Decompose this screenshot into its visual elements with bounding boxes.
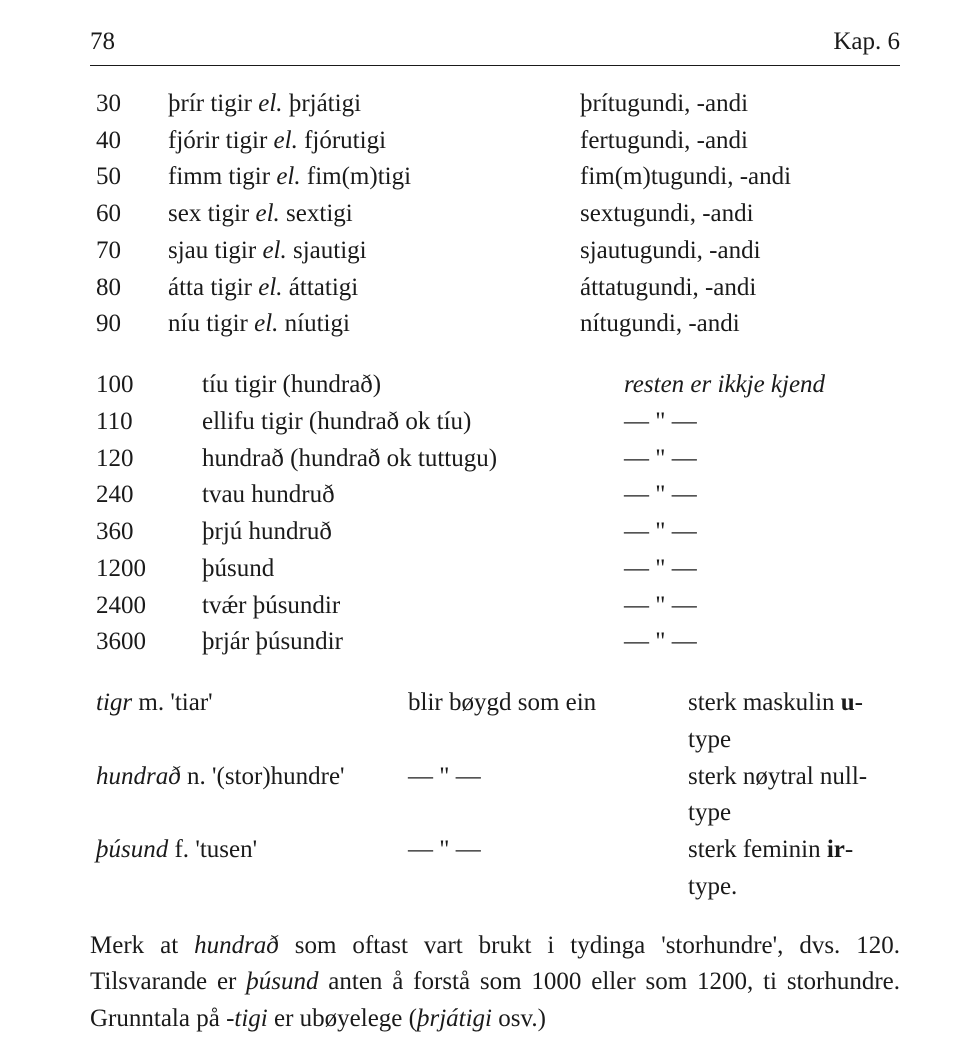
table-row: 100 tíu tigir (hundrað) resten er ikkje … [90, 367, 900, 404]
num-cell: 40 [90, 123, 162, 160]
table-row: tigr m. 'tiar' blir bøygd som ein sterk … [90, 685, 900, 759]
mid-cell: blir bøygd som ein [402, 685, 682, 759]
num-cell: 120 [90, 441, 196, 478]
ordinal-cell: sextugundi, -andi [574, 196, 900, 233]
headword-cell: þúsund f. 'tusen' [90, 832, 402, 906]
table-row: 80 átta tigir el. áttatigi áttatugundi, … [90, 270, 900, 307]
note-cell: resten er ikkje kjend [618, 367, 900, 404]
num-cell: 90 [90, 306, 162, 343]
term-cell: þrjú hundruð [196, 514, 618, 551]
note-cell: — " — [618, 441, 900, 478]
table-row: 90 níu tigir el. níutigi nítugundi, -and… [90, 306, 900, 343]
note-cell: — " — [618, 404, 900, 441]
table-row: 1200 þúsund — " — [90, 551, 900, 588]
type-cell: sterk nøytral null-type [682, 759, 900, 833]
table-row: 50 fimm tigir el. fim(m)tigi fim(m)tugun… [90, 159, 900, 196]
cardinal-cell: níu tigir el. níutigi [162, 306, 574, 343]
tens-table: 30 þrír tigir el. þrjátigi þrítugundi, -… [90, 86, 900, 343]
note-cell: — " — [618, 477, 900, 514]
num-cell: 80 [90, 270, 162, 307]
num-cell: 2400 [90, 588, 196, 625]
term-cell: ellifu tigir (hundrað ok tíu) [196, 404, 618, 441]
note-cell: — " — [618, 624, 900, 661]
cardinal-cell: sex tigir el. sextigi [162, 196, 574, 233]
page-number: 78 [90, 24, 115, 61]
term-cell: tvǽr þúsundir [196, 588, 618, 625]
table-row: þúsund f. 'tusen' — " — sterk feminin ir… [90, 832, 900, 906]
cardinal-cell: fjórir tigir el. fjórutigi [162, 123, 574, 160]
declension-table: tigr m. 'tiar' blir bøygd som ein sterk … [90, 685, 900, 906]
table-row: 60 sex tigir el. sextigi sextugundi, -an… [90, 196, 900, 233]
note-cell: — " — [618, 588, 900, 625]
num-cell: 70 [90, 233, 162, 270]
table-row: 120 hundrað (hundrað ok tuttugu) — " — [90, 441, 900, 478]
hundreds-table: 100 tíu tigir (hundrað) resten er ikkje … [90, 367, 900, 661]
table-row: 110 ellifu tigir (hundrað ok tíu) — " — [90, 404, 900, 441]
ordinal-cell: fertugundi, -andi [574, 123, 900, 160]
cardinal-cell: sjau tigir el. sjautigi [162, 233, 574, 270]
table-row: 360 þrjú hundruð — " — [90, 514, 900, 551]
running-header: 78 Kap. 6 [90, 24, 900, 66]
num-cell: 50 [90, 159, 162, 196]
ordinal-cell: sjautugundi, -andi [574, 233, 900, 270]
num-cell: 30 [90, 86, 162, 123]
term-cell: þúsund [196, 551, 618, 588]
type-cell: sterk feminin ir-type. [682, 832, 900, 906]
num-cell: 1200 [90, 551, 196, 588]
num-cell: 240 [90, 477, 196, 514]
ordinal-cell: áttatugundi, -andi [574, 270, 900, 307]
table-row: 70 sjau tigir el. sjautigi sjautugundi, … [90, 233, 900, 270]
term-cell: hundrað (hundrað ok tuttugu) [196, 441, 618, 478]
num-cell: 110 [90, 404, 196, 441]
type-cell: sterk maskulin u-type [682, 685, 900, 759]
ordinal-cell: þrítugundi, -andi [574, 86, 900, 123]
body-paragraph: Merk at hundrað som oftast vart brukt i … [90, 928, 900, 1038]
table-row: 2400 tvǽr þúsundir — " — [90, 588, 900, 625]
term-cell: þrjár þúsundir [196, 624, 618, 661]
num-cell: 60 [90, 196, 162, 233]
mid-cell: — " — [402, 759, 682, 833]
ordinal-cell: fim(m)tugundi, -andi [574, 159, 900, 196]
note-cell: — " — [618, 514, 900, 551]
ordinal-cell: nítugundi, -andi [574, 306, 900, 343]
num-cell: 3600 [90, 624, 196, 661]
headword-cell: hundrað n. '(stor)hundre' [90, 759, 402, 833]
table-row: 40 fjórir tigir el. fjórutigi fertugundi… [90, 123, 900, 160]
mid-cell: — " — [402, 832, 682, 906]
table-row: 30 þrír tigir el. þrjátigi þrítugundi, -… [90, 86, 900, 123]
num-cell: 360 [90, 514, 196, 551]
headword-cell: tigr m. 'tiar' [90, 685, 402, 759]
note-cell: — " — [618, 551, 900, 588]
cardinal-cell: fimm tigir el. fim(m)tigi [162, 159, 574, 196]
num-cell: 100 [90, 367, 196, 404]
table-row: hundrað n. '(stor)hundre' — " — sterk nø… [90, 759, 900, 833]
table-row: 3600 þrjár þúsundir — " — [90, 624, 900, 661]
cardinal-cell: átta tigir el. áttatigi [162, 270, 574, 307]
document-page: 78 Kap. 6 30 þrír tigir el. þrjátigi þrí… [0, 0, 960, 934]
chapter-label: Kap. 6 [833, 24, 900, 61]
term-cell: tvau hundruð [196, 477, 618, 514]
table-row: 240 tvau hundruð — " — [90, 477, 900, 514]
term-cell: tíu tigir (hundrað) [196, 367, 618, 404]
cardinal-cell: þrír tigir el. þrjátigi [162, 86, 574, 123]
